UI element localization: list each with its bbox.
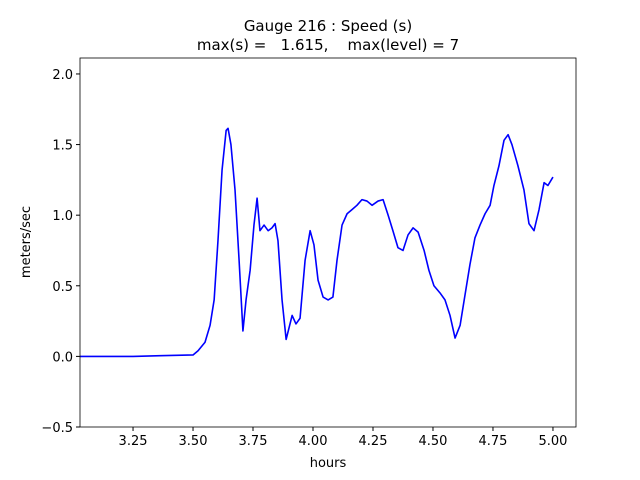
y-tick-label: 0.0 bbox=[52, 350, 73, 365]
x-tick-label: 3.25 bbox=[119, 434, 148, 449]
x-tick-label: 3.75 bbox=[239, 434, 268, 449]
x-tick-label: 4.00 bbox=[299, 434, 328, 449]
line-series bbox=[80, 127, 554, 358]
y-tick-label: 1.5 bbox=[52, 139, 73, 154]
x-tick-label: 4.25 bbox=[359, 434, 388, 449]
y-tick-label: 0.5 bbox=[52, 280, 73, 295]
x-axis-label: hours bbox=[310, 456, 347, 471]
chart-subtitle: max(s) = 1.615, max(level) = 7 bbox=[197, 36, 459, 54]
x-tick-label: 4.75 bbox=[478, 434, 507, 449]
y-axis-label: meters/sec bbox=[19, 206, 34, 278]
y-tick-label: −0.5 bbox=[41, 421, 73, 436]
x-tick-label: 4.50 bbox=[419, 434, 448, 449]
y-tick-label: 1.0 bbox=[52, 209, 73, 224]
y-tick-label: 2.0 bbox=[52, 68, 73, 83]
plot-frame bbox=[79, 57, 577, 428]
chart-title: Gauge 216 : Speed (s) bbox=[244, 17, 412, 35]
x-tick-label: 5.00 bbox=[538, 434, 567, 449]
x-tick-label: 3.50 bbox=[179, 434, 208, 449]
